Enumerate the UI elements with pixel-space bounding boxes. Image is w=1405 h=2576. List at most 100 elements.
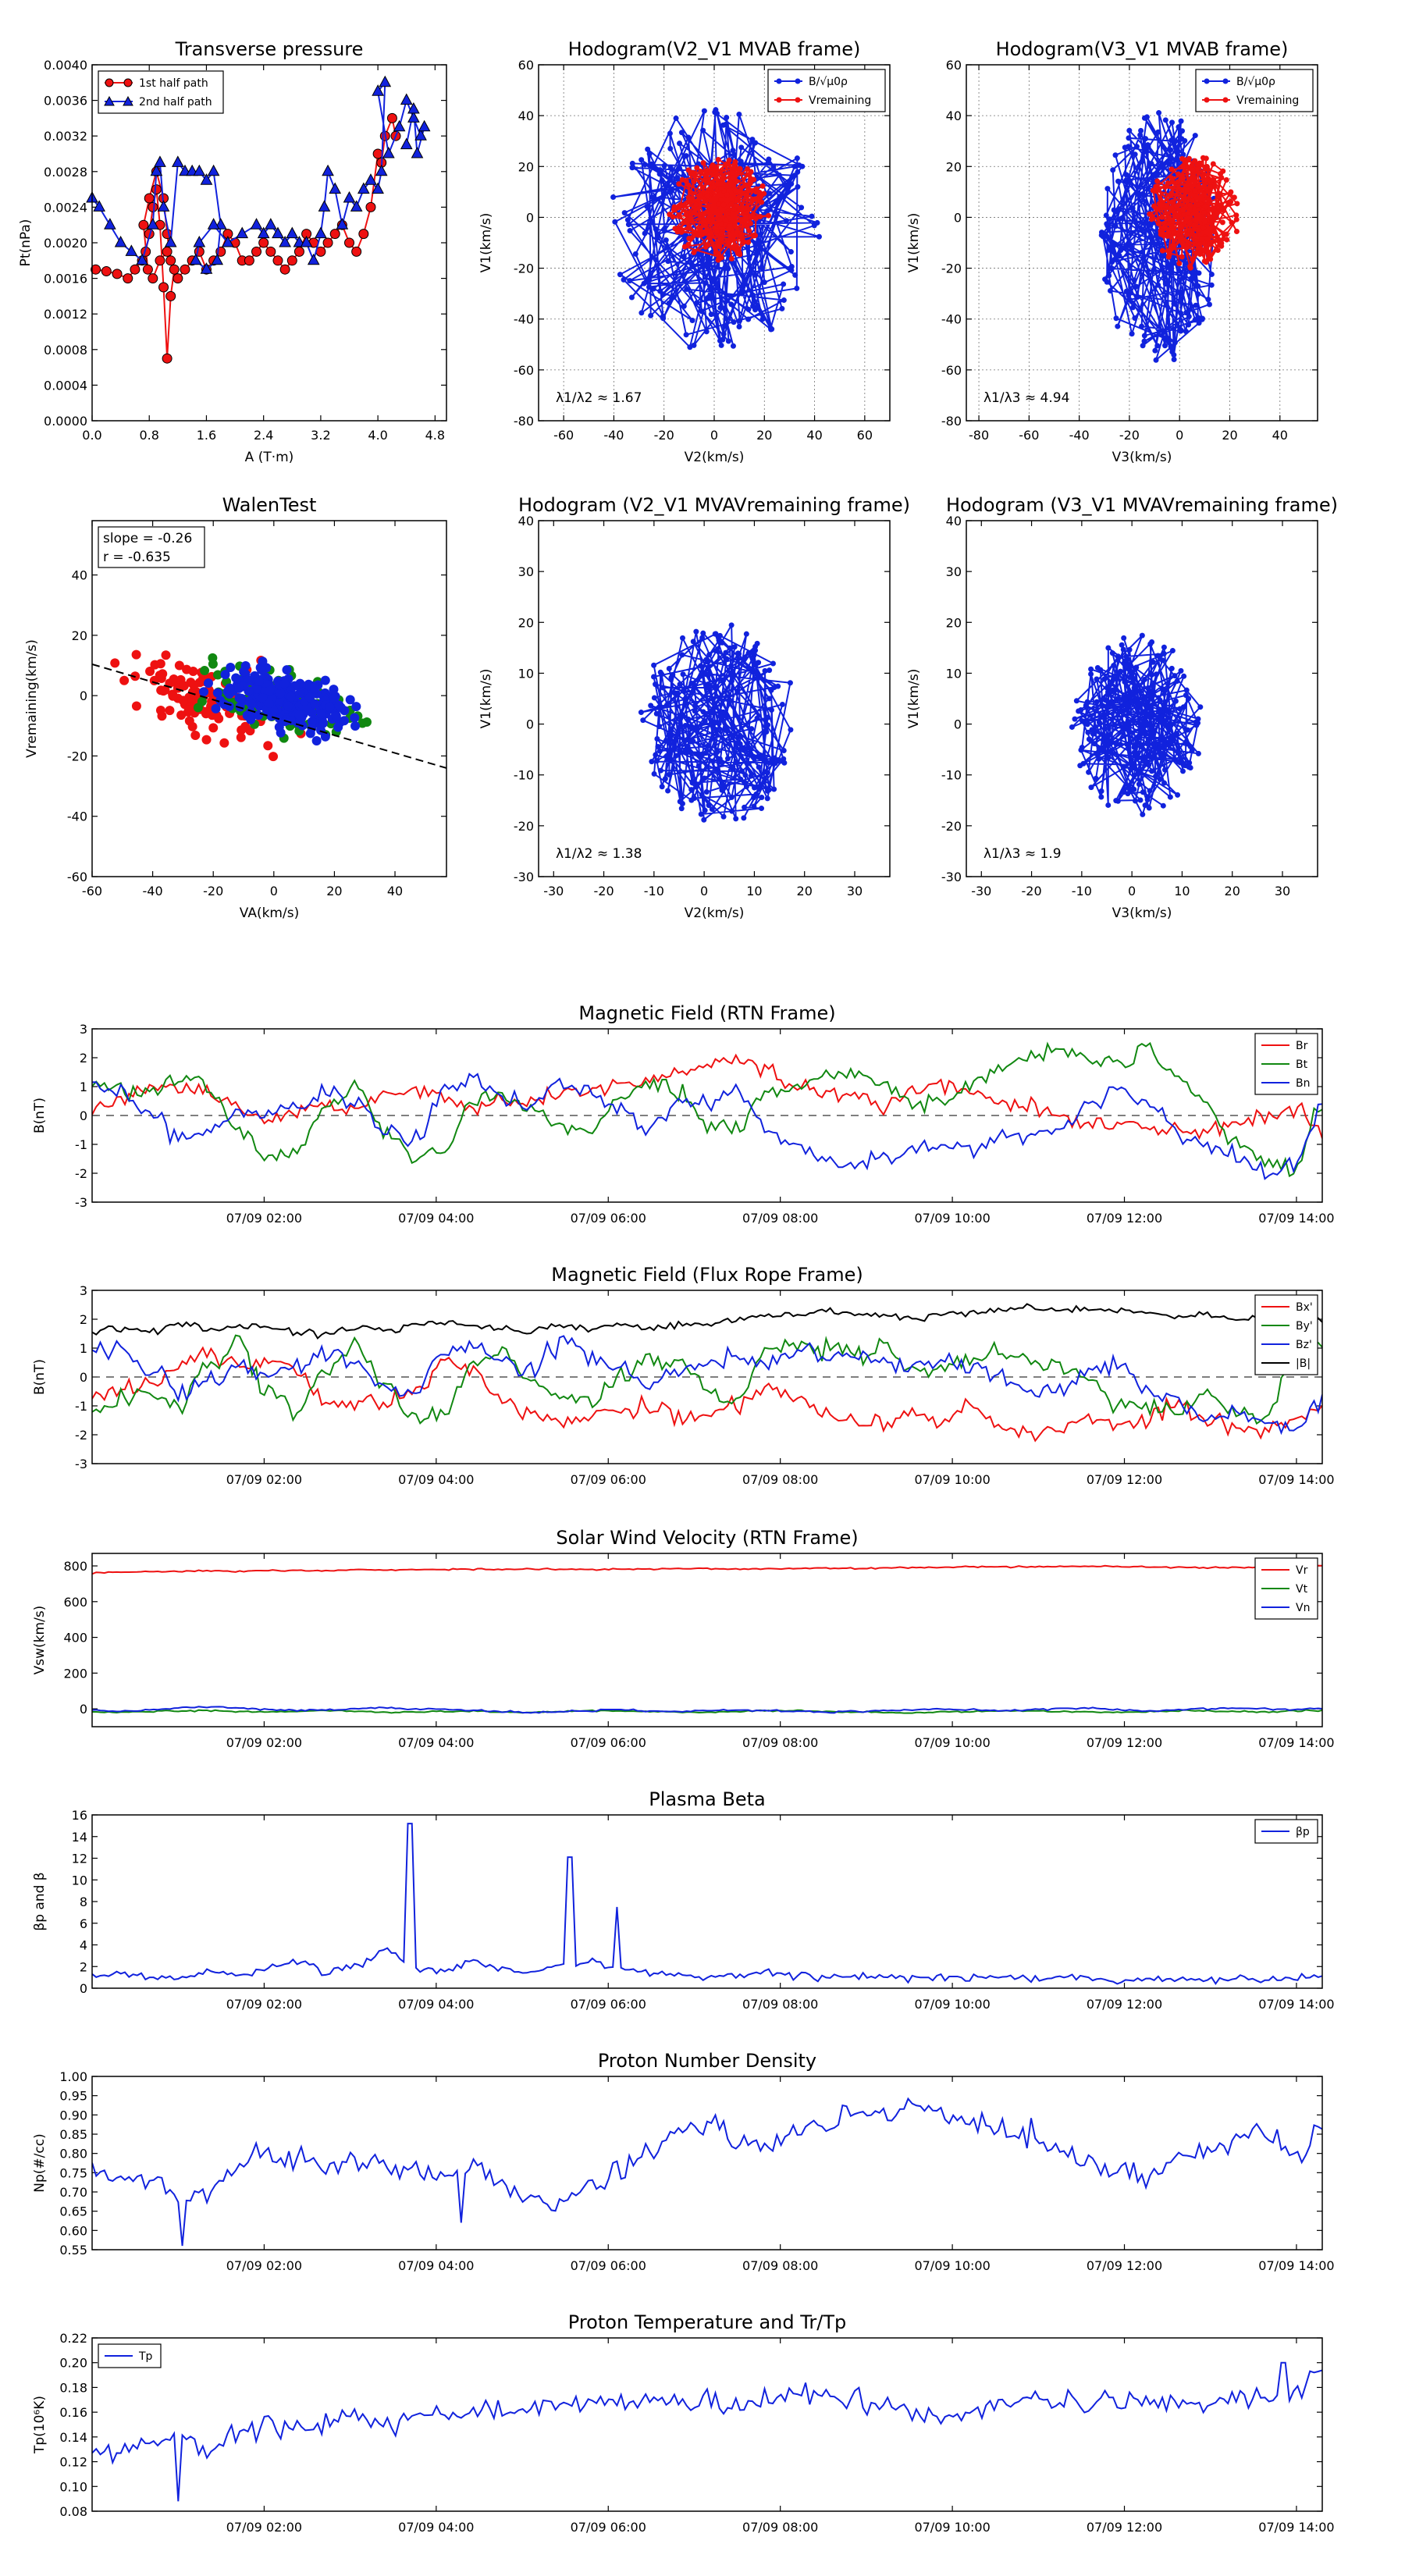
hodogram-point — [729, 678, 735, 684]
hodogram-point — [657, 767, 663, 774]
hodogram-point — [1124, 741, 1130, 747]
hodogram-point — [685, 241, 692, 247]
hodogram-point — [645, 146, 651, 152]
hodogram-point — [684, 219, 690, 226]
xtick-label: -80 — [969, 428, 989, 443]
walen-point — [283, 701, 293, 711]
hodogram-point — [1112, 722, 1118, 728]
hodogram-point — [1103, 212, 1109, 219]
y-axis-label: Vsw(km/s) — [32, 1606, 48, 1675]
xtick-label: 07/09 08:00 — [742, 2258, 818, 2273]
xtick-label: 07/09 12:00 — [1087, 2520, 1162, 2535]
walen-point — [226, 662, 236, 672]
hodogram-point — [1112, 685, 1119, 692]
x-axis-label: A (T·m) — [245, 450, 294, 465]
mag_fr-panel: -3 -2 -1 0 1 2 3 07/09 02:00 07/09 04:00 07/09 06… — [32, 1264, 1335, 1487]
chart-title: WalenTest — [222, 494, 317, 516]
hodogram-point — [1159, 214, 1165, 220]
hodogram-point — [1155, 220, 1161, 226]
hodogram-point — [1098, 788, 1104, 794]
hodogram-point — [660, 194, 666, 201]
hodogram-point — [717, 756, 723, 762]
hodogram-point — [1158, 752, 1164, 758]
hodogram-point — [723, 121, 729, 127]
series-Br — [92, 1053, 1322, 1140]
hodogram-point — [1183, 329, 1189, 335]
hodogram-point — [1142, 802, 1148, 809]
hodogram-point — [1171, 357, 1177, 363]
hodogram-point — [1131, 744, 1137, 750]
hodogram-point — [653, 226, 659, 232]
ytick-label: 10 — [518, 666, 534, 681]
hodogram-point — [679, 652, 685, 658]
hodogram-point — [743, 222, 749, 229]
hodogram-point — [733, 197, 739, 204]
walen-point — [176, 710, 187, 720]
hodogram-point — [1104, 688, 1111, 695]
hodogram-point — [677, 749, 683, 756]
hodogram-point — [781, 760, 788, 766]
hodogram-point — [651, 695, 657, 701]
hodogram-point — [1120, 764, 1126, 770]
hodogram-point — [1177, 706, 1183, 712]
hodogram-point — [759, 183, 766, 189]
data-point — [386, 112, 397, 123]
hodogram-point — [1216, 237, 1222, 244]
hodogram-point — [1104, 685, 1110, 691]
chart-title: Magnetic Field (RTN Frame) — [578, 1002, 835, 1024]
y-axis-label: B(nT) — [32, 1359, 48, 1395]
fit-stats-box — [98, 526, 205, 568]
hodogram-point — [648, 703, 654, 709]
hodogram-point — [685, 167, 692, 173]
xtick-label: 07/09 04:00 — [398, 2520, 474, 2535]
xtick-label: 07/09 02:00 — [226, 1211, 302, 1226]
hodogram-point — [653, 752, 659, 758]
data-point — [372, 148, 383, 159]
walen-point — [212, 688, 222, 698]
chart-title: Proton Number Density — [598, 2050, 816, 2072]
legend: Bx' By' Bz' |B| — [1254, 1294, 1318, 1375]
hodogram-point — [610, 194, 617, 200]
hodogram-point — [1131, 277, 1137, 283]
hodogram-point — [751, 795, 757, 801]
walen-point — [350, 721, 361, 731]
hodogram-point — [1233, 212, 1240, 219]
hodogram-point — [1168, 166, 1175, 173]
hodogram-point — [681, 303, 687, 309]
hodogram-point — [1134, 294, 1140, 301]
walen-point — [264, 699, 274, 709]
hodogram-point — [1233, 216, 1240, 222]
hodogram-point — [752, 643, 759, 649]
data-point — [169, 264, 180, 275]
hodogram-point — [718, 185, 724, 191]
hodogram-point — [1187, 219, 1193, 226]
data-point — [407, 101, 420, 114]
hodogram-point — [1094, 699, 1100, 705]
hodogram-point — [752, 272, 759, 278]
hodogram-point — [788, 727, 794, 733]
series-Tp — [92, 2361, 1322, 2502]
hodogram-point — [1123, 653, 1129, 660]
hodogram-point — [701, 108, 707, 114]
hodogram-point — [781, 297, 787, 304]
hodogram-point — [1069, 724, 1075, 730]
data-point — [286, 226, 299, 239]
hodogram-point — [680, 635, 686, 641]
y-axis-label: V1(km/s) — [906, 669, 922, 729]
data-point — [146, 218, 159, 229]
data-point — [164, 235, 177, 247]
hodogram-point — [791, 163, 798, 169]
walen-point — [325, 702, 335, 712]
hodogram-point — [692, 682, 698, 688]
ytick-label: 0.0008 — [44, 343, 87, 358]
hodogram-point — [1117, 742, 1123, 748]
ytick-label: 400 — [63, 1631, 87, 1646]
xtick-label: -10 — [1072, 884, 1092, 898]
legend-label: Vremaining — [809, 94, 871, 107]
series-line-1st-half — [95, 115, 397, 359]
xtick-label: 30 — [1275, 884, 1290, 898]
ytick-label: 0.16 — [59, 2405, 87, 2420]
hodogram-point — [729, 808, 735, 814]
ytick-label: 1.00 — [59, 2069, 87, 2084]
legend-label: |B| — [1296, 1357, 1311, 1370]
